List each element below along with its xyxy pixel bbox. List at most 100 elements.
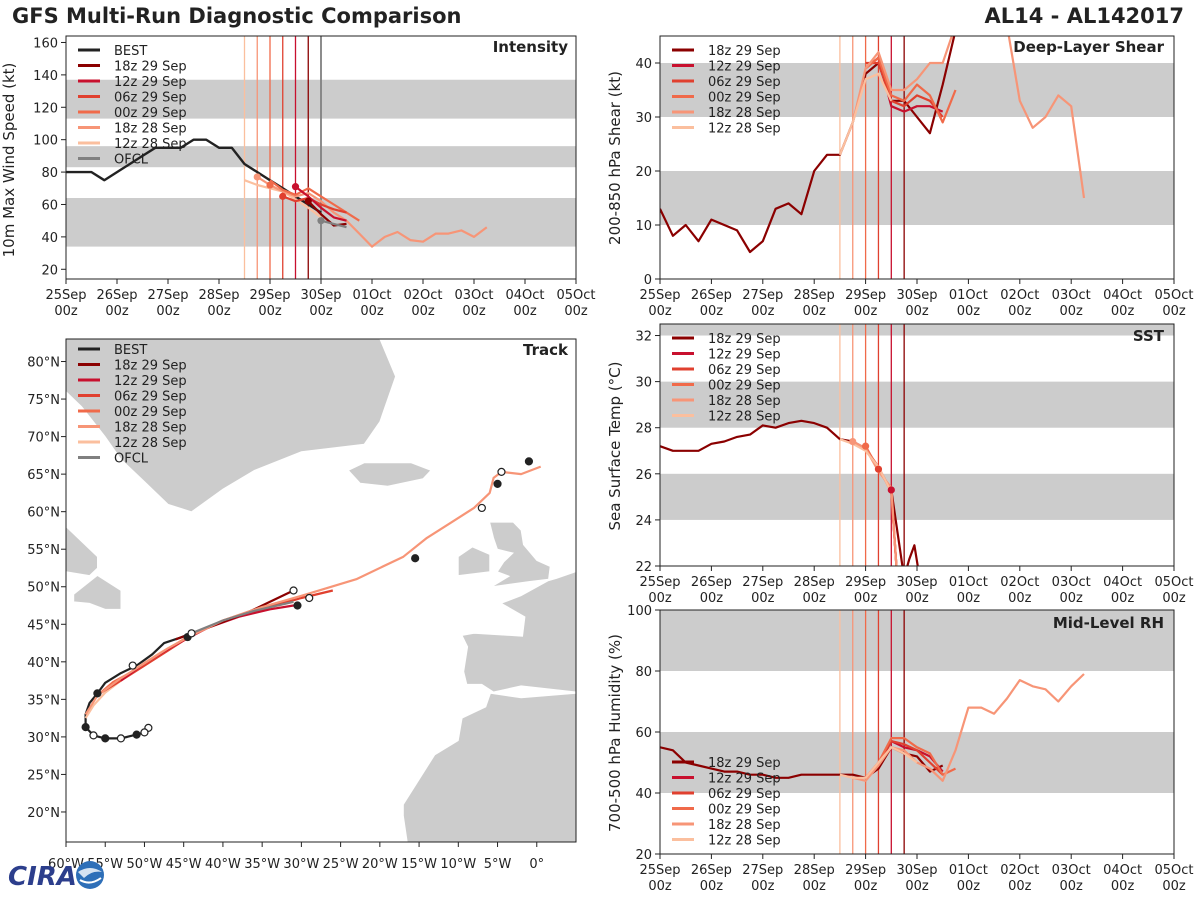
sst-series-line <box>839 438 893 493</box>
track-ytick-label: 55°N <box>27 543 60 558</box>
greenland-land <box>66 339 396 513</box>
sst-xtick-label: 00z <box>648 591 672 606</box>
shear-xtick-label: 01Oct <box>949 288 988 303</box>
rh-xtick-label: 27Sep <box>742 863 783 878</box>
intensity-xtick-label: 00z <box>513 304 537 319</box>
shear-xtick-label: 00z <box>1111 304 1135 319</box>
rh-xtick-label: 00z <box>905 879 929 894</box>
shear-legend-entry: 00z 29 Sep <box>708 91 781 106</box>
intensity-xtick-label: 27Sep <box>147 288 188 303</box>
rh-ytick-label: 60 <box>635 726 652 741</box>
rh-legend-entry: 12z 28 Sep <box>708 834 781 849</box>
shear-xtick-label: 00z <box>803 304 827 319</box>
rh-xtick-label: 00z <box>957 879 981 894</box>
intensity-ytick-label: 100 <box>33 134 58 149</box>
shear-xtick-label: 00z <box>1008 304 1032 319</box>
shear-xtick-label: 29Sep <box>845 288 886 303</box>
shear-legend-entry: 12z 29 Sep <box>708 60 781 75</box>
rh-xtick-label: 28Sep <box>794 863 835 878</box>
track-ytick-label: 60°N <box>27 506 60 521</box>
rh-xtick-label: 29Sep <box>845 863 886 878</box>
intensity-legend-entry: BEST <box>114 44 147 59</box>
intensity-point-marker <box>253 173 261 181</box>
intensity-xtick-label: 01Oct <box>352 288 391 303</box>
intensity-xtick-label: 28Sep <box>198 288 239 303</box>
sst-xtick-label: 00z <box>854 591 878 606</box>
shear-series-line <box>851 36 1086 199</box>
sst-point-marker <box>887 486 895 494</box>
intensity-legend-entry: 00z 29 Sep <box>114 106 187 121</box>
track-legend-entry: OFCL <box>114 452 149 467</box>
sst-xtick-label: 00z <box>700 591 724 606</box>
sst-legend-entry: 12z 28 Sep <box>708 410 781 425</box>
intensity-point-marker <box>304 197 312 205</box>
sst-xtick-label: 30Sep <box>896 575 937 590</box>
sst-legend-entry: 00z 29 Sep <box>708 379 781 394</box>
sst-ytick-label: 30 <box>635 376 652 391</box>
track-position-marker <box>116 734 126 743</box>
newfoundland-land <box>73 575 122 610</box>
track-series-line <box>120 604 294 682</box>
shear-series-line <box>865 61 944 118</box>
track-position-marker <box>411 554 420 563</box>
intensity-legend-entry: 06z 29 Sep <box>114 91 187 106</box>
sst-xtick-label: 00z <box>1162 591 1186 606</box>
shear-ytick-label: 10 <box>635 219 652 234</box>
sst-ytick-label: 24 <box>635 514 652 529</box>
track-xtick-label: 5°W <box>484 857 512 872</box>
shear-xtick-label: 00z <box>648 304 672 319</box>
track-legend-entry: 06z 29 Sep <box>114 390 187 405</box>
track-frame <box>65 338 577 843</box>
track-position-marker <box>128 661 137 670</box>
intensity-xtick-label: 25Sep <box>45 288 86 303</box>
shear-xtick-label: 03Oct <box>1052 288 1091 303</box>
sst-legend-entry: 18z 29 Sep <box>708 332 781 347</box>
intensity-xtick-label: 29Sep <box>249 288 290 303</box>
intensity-xtick-label: 05Oct <box>556 288 595 303</box>
shear-title: Deep-Layer Shear <box>1013 38 1164 56</box>
rh-xtick-label: 00z <box>751 879 775 894</box>
intensity-xtick-label: 00z <box>258 304 282 319</box>
sst-point-marker <box>874 465 883 473</box>
sst-xtick-label: 27Sep <box>742 575 783 590</box>
sst-xtick-label: 02Oct <box>1000 575 1039 590</box>
sst-point-marker <box>862 442 870 450</box>
sst-legend-entry: 06z 29 Sep <box>708 363 781 378</box>
rh-xtick-label: 02Oct <box>1000 863 1039 878</box>
rh-ytick-label: 100 <box>627 604 652 619</box>
shear-xtick-label: 00z <box>700 304 724 319</box>
sst-legend-entry: 12z 29 Sep <box>708 348 781 363</box>
intensity-xtick-label: 00z <box>564 304 588 319</box>
rh-xtick-label: 00z <box>700 879 724 894</box>
intensity-series-line <box>294 185 347 222</box>
intensity-ylabel: 10m Max Wind Speed (kt) <box>0 63 18 258</box>
rh-xtick-label: 04Oct <box>1103 863 1142 878</box>
intensity-plot-area <box>66 36 576 279</box>
sst-panel: 22242628303225Sep00z26Sep00z27Sep00z28Se… <box>606 323 1194 606</box>
shear-band <box>660 171 1174 225</box>
shear-legend-entry: 18z 28 Sep <box>708 106 781 121</box>
ireland-land <box>457 546 491 576</box>
track-legend-entry: 12z 28 Sep <box>114 436 187 451</box>
track-xtick-label: 30°W <box>283 857 319 872</box>
intensity-xtick-label: 00z <box>411 304 435 319</box>
shear-xtick-label: 27Sep <box>742 288 783 303</box>
shear-xtick-label: 00z <box>751 304 775 319</box>
track-xtick-label: 15°W <box>401 857 437 872</box>
track-ytick-label: 40°N <box>27 656 60 671</box>
track-position-marker <box>524 457 534 466</box>
rh-xtick-label: 00z <box>1162 879 1186 894</box>
track-position-marker <box>187 629 196 638</box>
shear-band <box>660 63 1174 117</box>
intensity-ytick-label: 120 <box>33 101 58 116</box>
track-position-marker <box>289 586 298 595</box>
cira-logo-text: CIRA <box>8 862 77 892</box>
sst-xtick-label: 00z <box>957 591 981 606</box>
sst-xtick-label: 00z <box>751 591 775 606</box>
intensity-point-marker <box>291 183 300 191</box>
track-xtick-label: 0° <box>529 857 544 872</box>
globe-icon <box>76 861 104 889</box>
track-xtick-label: 60°W <box>48 857 84 872</box>
africa-land <box>402 692 576 842</box>
intensity-xtick-label: 30Sep <box>300 288 341 303</box>
